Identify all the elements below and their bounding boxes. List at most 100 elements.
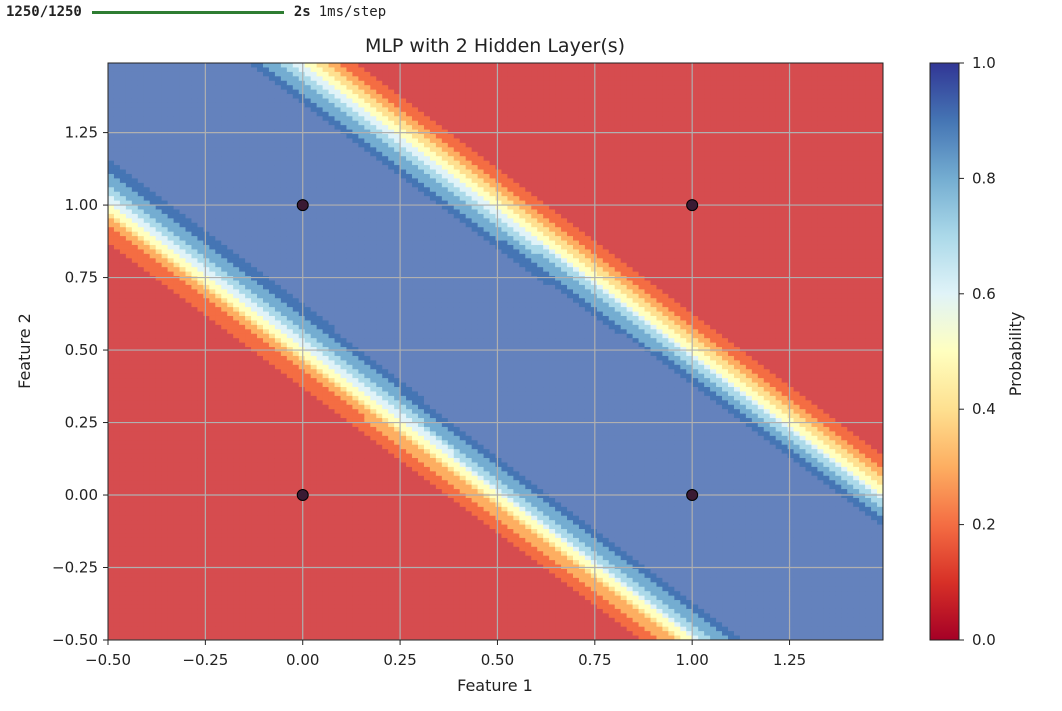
contour-cell: [227, 94, 234, 99]
contour-cell: [114, 556, 121, 561]
contour-cell: [251, 502, 258, 507]
contour-cell: [156, 81, 163, 86]
contour-cell: [233, 525, 240, 530]
contour-cell: [150, 414, 157, 419]
contour-cell: [263, 423, 270, 428]
contour-cell: [257, 489, 264, 494]
contour-cell: [275, 94, 282, 99]
contour-cell: [245, 192, 252, 197]
contour-cell: [317, 214, 324, 219]
contour-cell: [233, 538, 240, 543]
contour-cell: [263, 103, 270, 108]
contour-cell: [323, 631, 330, 636]
contour-cell: [197, 618, 204, 623]
contour-cell: [209, 440, 216, 445]
contour-cell: [263, 462, 270, 467]
contour-cell: [263, 320, 270, 325]
contour-cell: [299, 143, 306, 148]
contour-cell: [191, 245, 198, 250]
contour-cell: [209, 400, 216, 405]
contour-cell: [197, 538, 204, 543]
contour-cell: [317, 138, 324, 143]
contour-cell: [156, 249, 163, 254]
contour-cell: [245, 187, 252, 192]
contour-cell: [108, 245, 115, 250]
contour-cell: [168, 289, 175, 294]
contour-cell: [269, 85, 276, 90]
contour-cell: [203, 94, 210, 99]
contour-cell: [168, 249, 175, 254]
contour-cell: [162, 236, 169, 241]
contour-cell: [305, 112, 312, 117]
contour-cell: [215, 254, 222, 259]
contour-cell: [186, 391, 193, 396]
contour-cell: [233, 431, 240, 436]
contour-cell: [251, 609, 258, 614]
contour-cell: [263, 560, 270, 565]
contour-cell: [144, 600, 151, 605]
contour-cell: [180, 227, 187, 232]
contour-cell: [162, 245, 169, 250]
contour-cell: [174, 192, 181, 197]
contour-cell: [245, 578, 252, 583]
contour-cell: [329, 609, 336, 614]
contour-cell: [323, 76, 330, 81]
contour-cell: [245, 618, 252, 623]
contour-cell: [305, 236, 312, 241]
contour-cell: [317, 85, 324, 90]
contour-cell: [275, 125, 282, 130]
contour-cell: [275, 476, 282, 481]
contour-cell: [329, 125, 336, 130]
contour-cell: [114, 263, 121, 268]
contour-cell: [191, 604, 198, 609]
contour-cell: [203, 414, 210, 419]
contour-cell: [317, 374, 324, 379]
contour-cell: [299, 232, 306, 237]
contour-cell: [203, 525, 210, 530]
contour-cell: [120, 423, 127, 428]
contour-cell: [197, 600, 204, 605]
contour-cell: [120, 143, 127, 148]
contour-cell: [132, 272, 139, 277]
contour-cell: [329, 582, 336, 587]
contour-cell: [227, 232, 234, 237]
contour-cell: [221, 214, 228, 219]
contour-cell: [287, 414, 294, 419]
contour-cell: [215, 369, 222, 374]
contour-cell: [275, 325, 282, 330]
contour-cell: [126, 591, 133, 596]
contour-cell: [311, 480, 318, 485]
contour-cell: [138, 298, 145, 303]
contour-cell: [227, 436, 234, 441]
contour-cell: [281, 227, 288, 232]
contour-cell: [239, 600, 246, 605]
contour-cell: [233, 156, 240, 161]
contour-cell: [203, 613, 210, 618]
contour-cell: [287, 178, 294, 183]
contour-cell: [209, 227, 216, 232]
contour-cell: [269, 378, 276, 383]
contour-cell: [180, 107, 187, 112]
contour-cell: [209, 112, 216, 117]
contour-cell: [275, 214, 282, 219]
contour-cell: [257, 312, 264, 317]
contour-cell: [126, 236, 133, 241]
contour-cell: [281, 289, 288, 294]
contour-cell: [245, 165, 252, 170]
contour-cell: [281, 134, 288, 139]
contour-cell: [144, 542, 151, 547]
contour-cell: [269, 196, 276, 201]
contour-cell: [323, 143, 330, 148]
contour-cell: [293, 533, 300, 538]
contour-cell: [174, 431, 181, 436]
contour-cell: [144, 556, 151, 561]
contour-cell: [239, 622, 246, 627]
contour-cell: [209, 356, 216, 361]
contour-cell: [287, 445, 294, 450]
contour-cell: [275, 507, 282, 512]
contour-cell: [329, 205, 336, 210]
contour-cell: [323, 209, 330, 214]
contour-cell: [174, 511, 181, 516]
contour-cell: [239, 316, 246, 321]
contour-cell: [108, 267, 115, 272]
